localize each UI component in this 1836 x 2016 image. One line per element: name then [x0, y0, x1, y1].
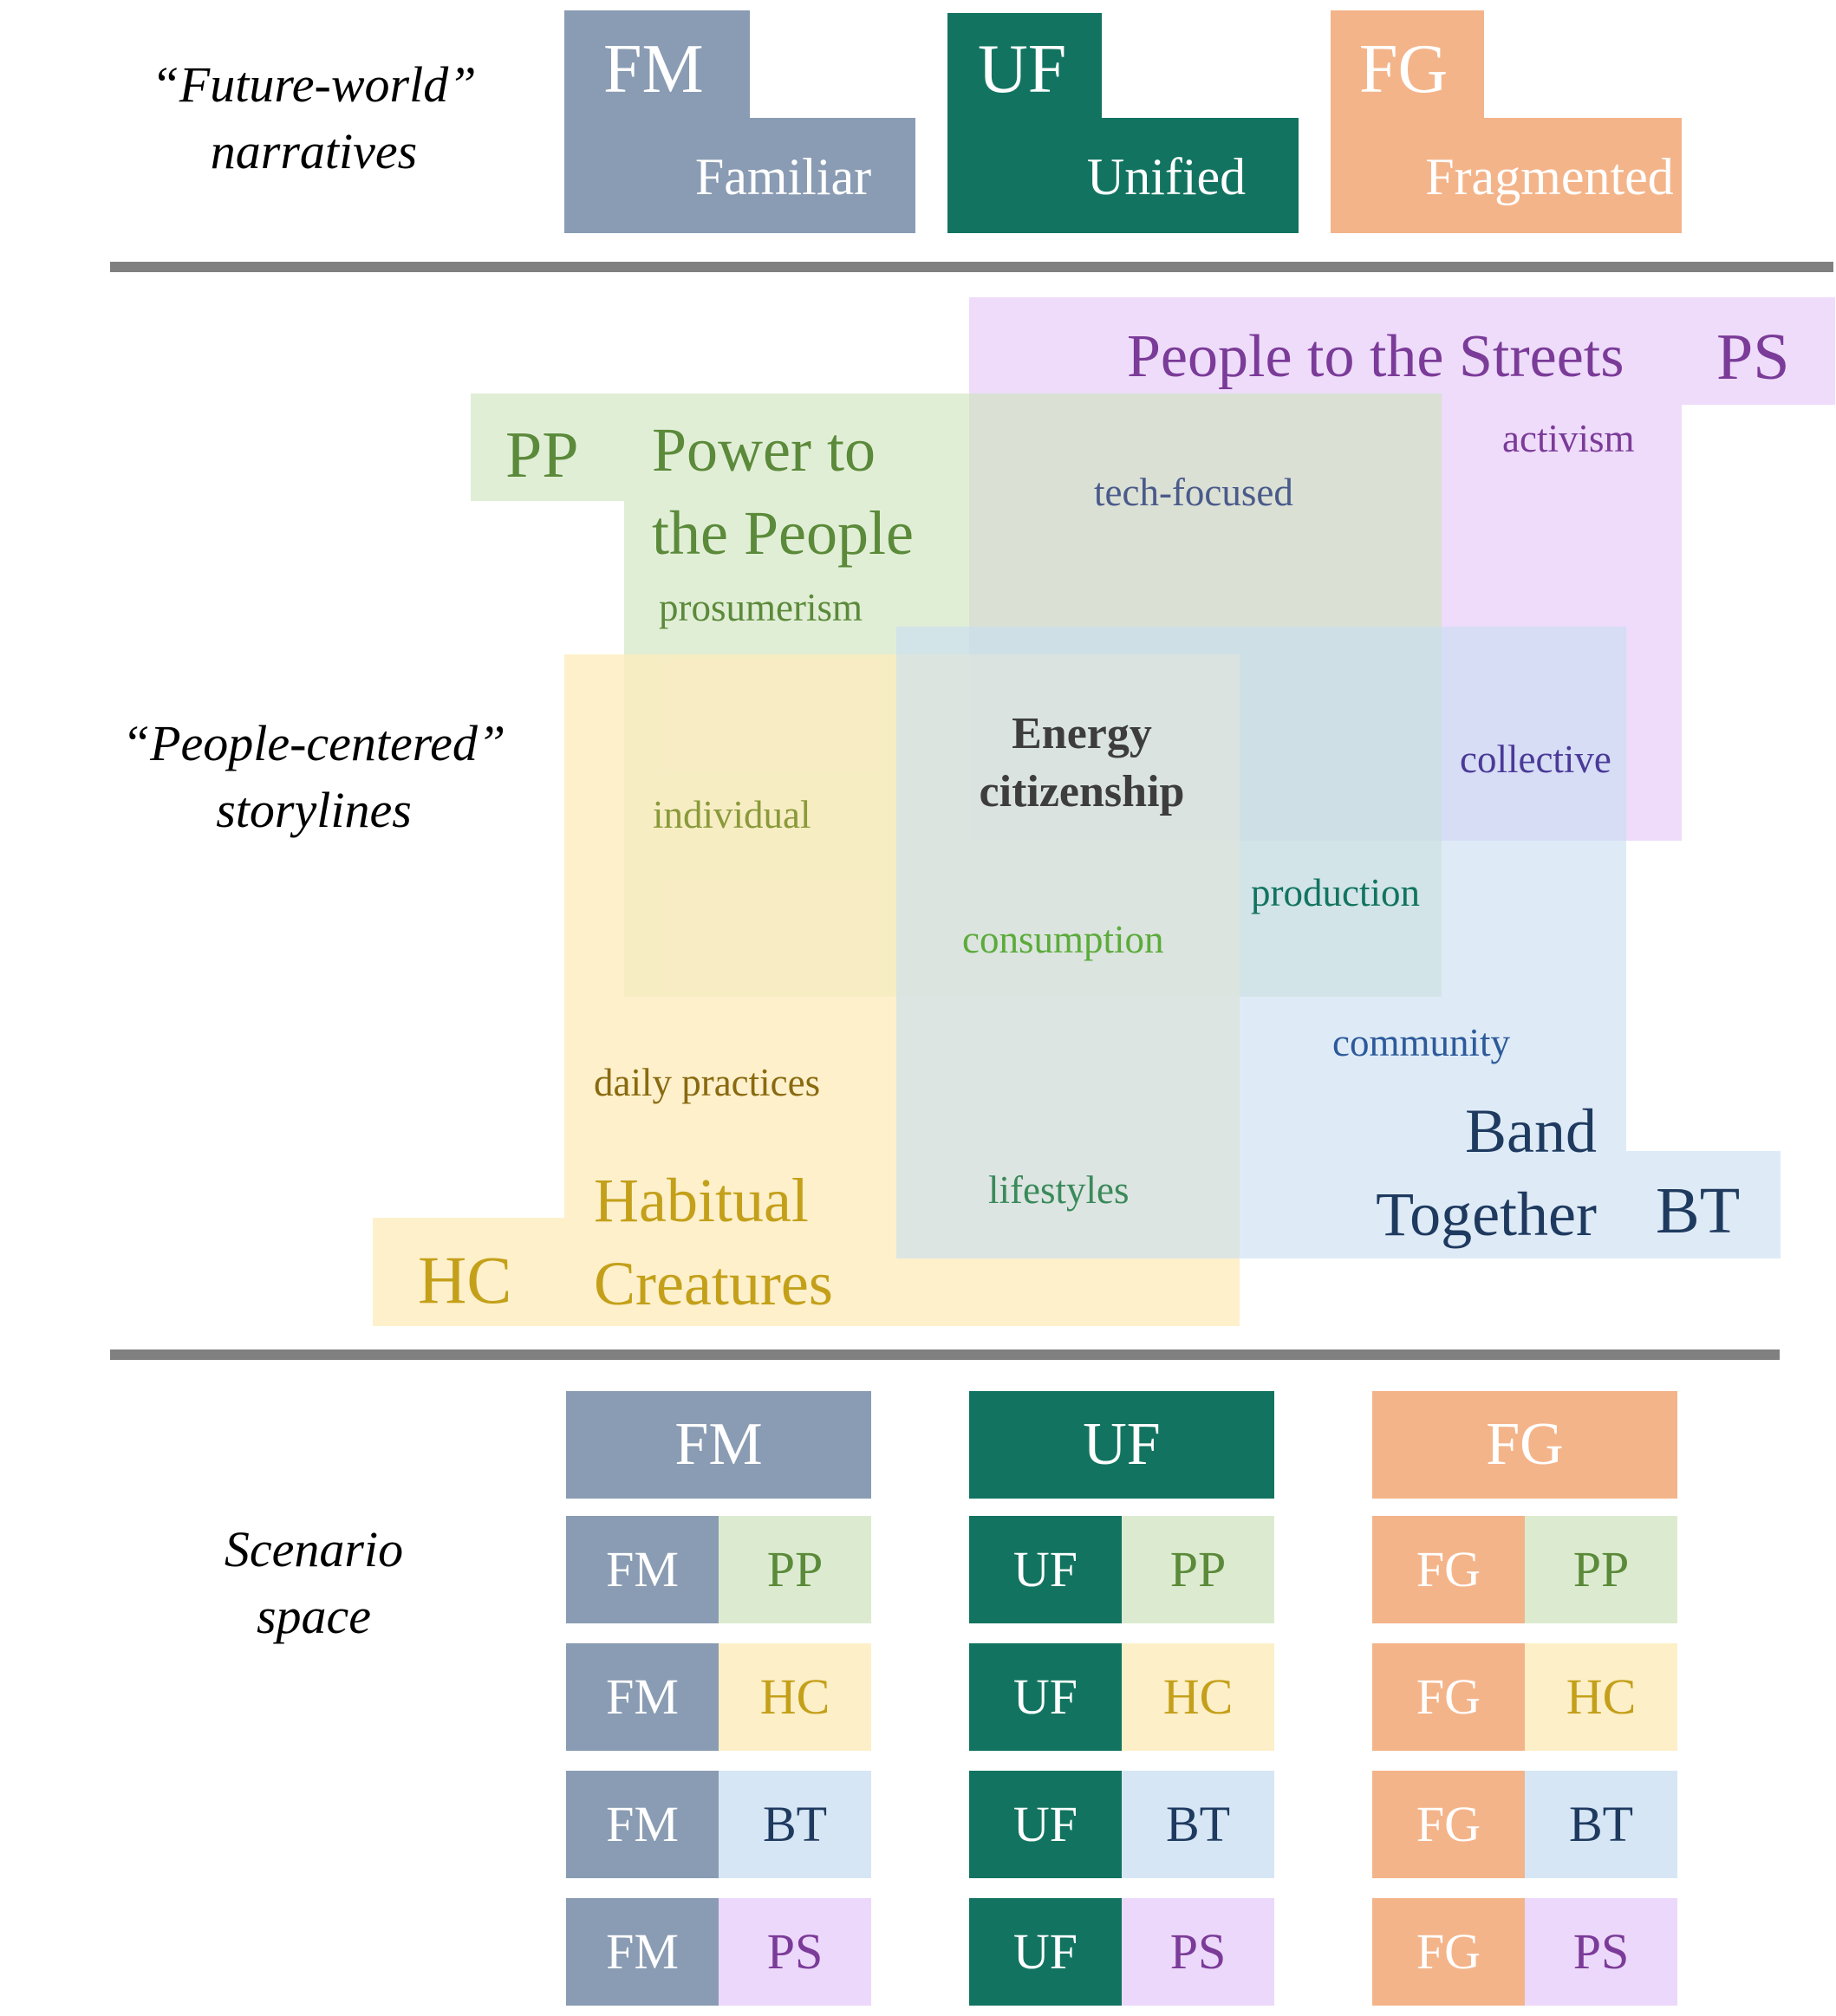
scenario-cell-uf-hc-narrative: UF — [969, 1643, 1122, 1751]
center-line2: citizenship — [979, 766, 1185, 816]
scenario-cell-fg-hc-narrative: FG — [1372, 1643, 1525, 1751]
scenario-cell-uf-hc-storyline: HC — [1122, 1643, 1274, 1751]
region-pp-tab — [471, 393, 624, 501]
narrative-code: FG — [1359, 31, 1449, 107]
narrative-name: Unified — [1086, 148, 1247, 205]
people-centered-storylines-label: “People-centered” storylines — [88, 711, 539, 843]
title-line2: the People — [652, 497, 914, 568]
scenario-cell-fg-bt-narrative: FG — [1372, 1771, 1525, 1878]
storyline-hc-title: Habitual Creatures — [594, 1160, 833, 1326]
step-block-top — [1331, 10, 1484, 118]
scenario-cell-fm-ps-narrative: FM — [566, 1898, 719, 2006]
keyword-prosumerism: prosumerism — [659, 586, 863, 629]
scenario-cell-uf-pp-narrative: UF — [969, 1516, 1122, 1623]
step-block-bottom — [947, 118, 1299, 233]
center-line1: Energy — [1012, 709, 1152, 758]
storyline-bt-code: BT — [1656, 1174, 1741, 1247]
region-bt-tab — [1626, 1151, 1781, 1258]
scenario-cell-fg-ps-narrative: FG — [1372, 1898, 1525, 2006]
scenario-cell-uf-ps-storyline: PS — [1122, 1898, 1274, 2006]
step-block-top — [947, 13, 1102, 118]
scenario-cell-uf-bt-narrative: UF — [969, 1771, 1122, 1878]
label-line2: storylines — [216, 781, 412, 838]
scenario-cell-fm-pp-storyline: PP — [719, 1516, 871, 1623]
scenario-cell-fg-ps-storyline: PS — [1525, 1898, 1677, 2006]
keyword-production: production — [1251, 871, 1420, 914]
scenario-header-uf: UF — [969, 1391, 1274, 1499]
scenario-space-label: Scenario space — [88, 1517, 539, 1649]
storyline-hc-code: HC — [418, 1242, 512, 1317]
keyword-activism: activism — [1502, 417, 1635, 460]
open-quote: “ — [121, 715, 151, 771]
label-word: Future-world — [179, 56, 449, 113]
title-line1: Band — [1465, 1096, 1597, 1166]
step-block-top — [564, 10, 750, 118]
storyline-pp-title: Power to the People — [652, 409, 914, 576]
keyword-consumption: consumption — [962, 918, 1164, 961]
divider-bottom — [110, 1349, 1780, 1360]
keyword-collective: collective — [1460, 738, 1611, 781]
title-line2: Creatures — [594, 1248, 833, 1318]
close-quote: ” — [477, 715, 506, 771]
narrative-name: Fragmented — [1425, 148, 1674, 205]
narrative-name: Familiar — [694, 148, 872, 205]
region-hc-tab — [373, 1218, 564, 1326]
scenario-cell-fg-hc-storyline: HC — [1525, 1643, 1677, 1751]
scenario-header-fg: FG — [1372, 1391, 1677, 1499]
scenario-cell-fg-pp-narrative: FG — [1372, 1516, 1525, 1623]
scenario-cell-uf-ps-narrative: UF — [969, 1898, 1122, 2006]
step-block-bottom — [1331, 118, 1682, 233]
label-line1: Scenario — [224, 1521, 404, 1577]
narrative-code: FM — [603, 31, 704, 107]
narrative-code: UF — [978, 31, 1067, 107]
scenario-cell-fm-hc-narrative: FM — [566, 1643, 719, 1751]
storyline-ps-title: People to the Streets — [1127, 323, 1624, 390]
scenario-header-fm: FM — [566, 1391, 871, 1499]
scenario-cell-fm-bt-storyline: BT — [719, 1771, 871, 1878]
title-line2: Together — [1376, 1179, 1597, 1249]
scenario-cell-fm-ps-storyline: PS — [719, 1898, 871, 2006]
close-quote: ” — [448, 56, 477, 113]
keyword-community: community — [1332, 1021, 1510, 1064]
storyline-ps-code: PS — [1716, 321, 1790, 393]
scenario-cell-fm-pp-narrative: FM — [566, 1516, 719, 1623]
region-bt-body — [896, 627, 1626, 1258]
scenario-cell-fg-pp-storyline: PP — [1525, 1516, 1677, 1623]
scenario-cell-fm-hc-storyline: HC — [719, 1643, 871, 1751]
keyword-tech-focused: tech-focused — [1094, 471, 1293, 514]
title-line1: Power to — [652, 415, 876, 484]
energy-citizenship-center: Energy citizenship — [969, 706, 1195, 821]
storyline-bt-title: Band Together — [1370, 1090, 1597, 1257]
scenario-cell-fm-bt-narrative: FM — [566, 1771, 719, 1878]
scenario-cell-uf-bt-storyline: BT — [1122, 1771, 1274, 1878]
keyword-lifestyles: lifestyles — [988, 1168, 1130, 1212]
scenario-cell-uf-pp-storyline: PP — [1122, 1516, 1274, 1623]
divider-top — [110, 262, 1833, 272]
storyline-pp-code: PP — [505, 419, 579, 491]
label-word: People-centered — [150, 715, 478, 771]
open-quote: “ — [151, 56, 179, 113]
keyword-daily-practices: daily practices — [594, 1061, 821, 1104]
label-line2: narratives — [210, 122, 418, 179]
future-world-narratives-label: “Future-world” narratives — [88, 52, 539, 185]
region-ps-top — [969, 297, 1835, 405]
keyword-individual: individual — [653, 793, 811, 836]
title-line1: Habitual — [594, 1166, 809, 1235]
step-block-bottom — [564, 118, 915, 233]
scenario-cell-fg-bt-storyline: BT — [1525, 1771, 1677, 1878]
label-line2: space — [256, 1587, 372, 1644]
